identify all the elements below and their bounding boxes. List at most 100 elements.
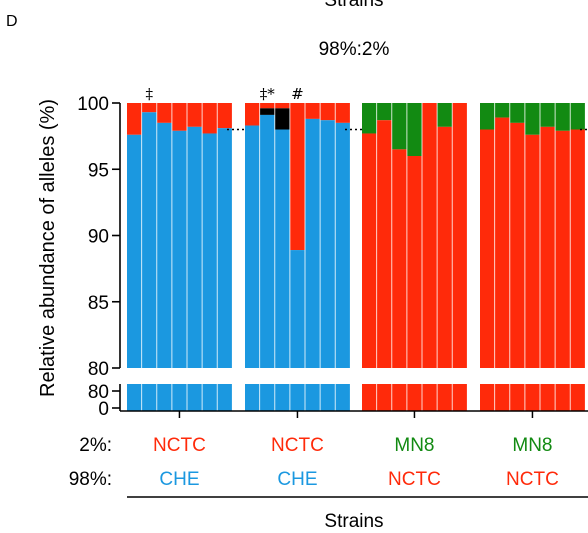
bar-segment-major (362, 133, 377, 368)
bar-segment-major (377, 120, 392, 368)
bar-segment-minor (510, 103, 525, 123)
bar-segment-major (275, 129, 290, 368)
bar-segment-major (290, 250, 305, 368)
bar-segment-major-lower (452, 384, 467, 411)
bar-annotation: ‡ (146, 85, 154, 103)
bar-segment-major-lower (275, 384, 290, 411)
bar-segment-major (157, 122, 172, 368)
bar-segment-other (275, 108, 290, 130)
bar-segment-major (392, 149, 407, 368)
bar-group-2: ‡* # (245, 85, 350, 411)
bar-segment-major (570, 129, 585, 368)
bar-segment-minor (305, 103, 320, 119)
group-label-98pct: CHE (159, 469, 199, 490)
bar-segment-major-lower (570, 384, 585, 411)
bar-segment-major-lower (305, 384, 320, 411)
bar-segment-major-lower (187, 384, 202, 411)
bar-segment-major-lower (510, 384, 525, 411)
bar-segment-minor (275, 103, 290, 109)
bar-segment-major (495, 117, 510, 368)
bar-segment-major-lower (172, 384, 187, 411)
bar-group-1: ‡ (127, 85, 232, 411)
ratio-title: 98%:2% (319, 39, 390, 60)
bar-annotation: # (291, 85, 304, 103)
group-label-2pct: MN8 (512, 435, 552, 456)
bar-segment-major-lower (260, 384, 275, 411)
bar-segment-major-lower (245, 384, 260, 411)
row-prefix-2pct: 2%: (79, 435, 112, 456)
bar-segment-major (172, 130, 187, 368)
top-title: Strains (324, 0, 383, 11)
bar-segment-minor (290, 103, 305, 251)
bar-segment-minor (260, 103, 275, 109)
group-label-98pct: CHE (277, 469, 317, 490)
group-label-98pct: NCTC (506, 469, 559, 490)
bar-segment-major-lower (362, 384, 377, 411)
bar-segment-major-lower (480, 384, 495, 411)
bar-segment-major-lower (437, 384, 452, 411)
bar-segment-major (320, 120, 335, 368)
bar-segment-major (422, 103, 437, 368)
bar-segment-major (260, 114, 275, 368)
bar-segment-major (437, 126, 452, 368)
group-label-2pct: NCTC (153, 435, 206, 456)
bar-segment-major-lower (202, 384, 217, 411)
bar-group-4 (480, 103, 585, 411)
bar-segment-minor (320, 103, 335, 121)
y-tick-label: 0 (98, 399, 109, 420)
y-tick-label: 90 (88, 227, 109, 248)
bar-segment-major (142, 112, 157, 369)
bar-segment-minor (480, 103, 495, 130)
bar-segment-minor (570, 103, 585, 130)
bar-segment-minor (187, 103, 202, 127)
bar-segment-minor (127, 103, 142, 135)
bar-segment-major (187, 126, 202, 368)
bar-segment-major-lower (157, 384, 172, 411)
y-tick-label: 80 (88, 359, 109, 380)
bar-segment-major-lower (422, 384, 437, 411)
plot-area: ‡ NCTC CHE ‡* # NCTC CHE MN8 NCTC MN8 NCTC 80 85 90 95… (77, 85, 588, 498)
bar-segment-minor (335, 103, 350, 123)
bar-segment-minor (172, 103, 187, 131)
bar-segment-major-lower (377, 384, 392, 411)
bar-segment-major-lower (407, 384, 422, 411)
bar-segment-minor (555, 103, 570, 131)
y-tick-label: 80 (88, 382, 109, 403)
bar-segment-major-lower (217, 384, 232, 411)
bar-segment-major-lower (127, 384, 142, 411)
bar-segment-minor (377, 103, 392, 121)
bar-segment-major-lower (525, 384, 540, 411)
bar-segment-minor (540, 103, 555, 127)
y-tick-label: 100 (77, 94, 109, 115)
bar-segment-major (407, 156, 422, 368)
bar-segment-major (452, 103, 467, 368)
bar-segment-major (305, 118, 320, 369)
y-tick-label: 95 (88, 160, 109, 181)
bar-segment-minor (157, 103, 172, 123)
bar-segment-minor (495, 103, 510, 118)
bar-annotation: ‡* (260, 85, 276, 103)
panel-label: D (6, 13, 18, 30)
group-label-2pct: MN8 (394, 435, 434, 456)
bar-segment-minor (362, 103, 377, 134)
bar-segment-minor (217, 103, 232, 129)
bar-segment-major (540, 126, 555, 368)
bar-segment-major-lower (320, 384, 335, 411)
bar-segment-minor (202, 103, 217, 134)
bar-segment-major-lower (290, 384, 305, 411)
bar-segment-major (245, 125, 260, 369)
bar-segment-major (335, 122, 350, 368)
bar-segment-minor (142, 103, 157, 113)
group-label-98pct: NCTC (388, 469, 441, 490)
y-axis-title: Relative abundance of alleles (%) (37, 99, 59, 397)
bar-group-3 (362, 103, 467, 411)
y-tick-label: 85 (88, 293, 109, 314)
bar-segment-minor (392, 103, 407, 150)
bar-segment-minor (245, 103, 260, 126)
bar-segment-other (260, 108, 275, 115)
bar-segment-minor (525, 103, 540, 135)
bar-segment-major-lower (392, 384, 407, 411)
bar-segment-major (525, 134, 540, 368)
bar-segment-major (127, 134, 142, 368)
